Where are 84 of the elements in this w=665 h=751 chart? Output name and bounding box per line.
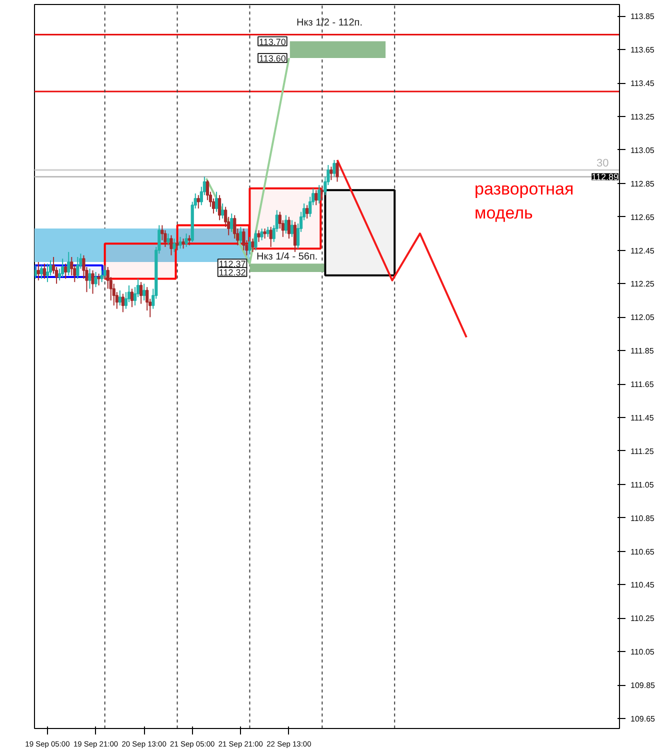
- candlestick: [254, 230, 258, 251]
- candlestick: [40, 264, 43, 280]
- candlestick: [248, 236, 252, 254]
- annotation: 30: [596, 158, 609, 170]
- candlestick: [42, 263, 46, 280]
- y-tick-label: 111.25: [630, 446, 654, 456]
- candlestick: [130, 288, 134, 308]
- candlestick: [172, 238, 176, 252]
- y-tick-label: 111.85: [630, 346, 654, 356]
- candlestick: [188, 234, 191, 246]
- candlestick: [94, 272, 98, 288]
- y-tick-label: 112.85: [630, 179, 655, 188]
- candlestick: [36, 261, 40, 281]
- y-tick-label: 113.05: [630, 146, 655, 155]
- candlestick: [290, 220, 294, 238]
- candlestick: [184, 233, 188, 248]
- candlestick: [221, 202, 224, 220]
- annotation: 113.70: [259, 36, 286, 47]
- candlestick: [332, 160, 336, 178]
- candlestick: [263, 228, 266, 240]
- y-tick-label: 112.05: [630, 313, 655, 322]
- candlestick: [306, 204, 309, 220]
- candlestick: [176, 240, 179, 251]
- candlestick: [118, 290, 122, 306]
- y-tick-label: 110.65: [630, 547, 655, 556]
- annotation: Нкз 1/4 - 56п.: [256, 252, 318, 262]
- candlestick: [166, 233, 170, 246]
- y-tick-label: 113.65: [630, 46, 655, 55]
- y-tick-label: 110.85: [630, 514, 655, 523]
- candlestick: [178, 236, 182, 250]
- ref-line-label: 112.89: [592, 172, 618, 182]
- candlestick: [121, 293, 124, 313]
- y-tick-label: 110.45: [630, 580, 655, 590]
- candlestick: [218, 194, 222, 221]
- candlestick: [269, 226, 272, 248]
- candlestick: [336, 161, 339, 182]
- candlestick: [88, 268, 92, 290]
- candlestick: [140, 282, 143, 304]
- candlestick: [260, 228, 264, 241]
- annotation: 112.32: [218, 268, 246, 278]
- y-tick-label: 110.25: [630, 614, 655, 624]
- candlestick: [67, 251, 70, 276]
- y-tick-label: 112.45: [630, 246, 655, 256]
- y-tick-label: 111.05: [630, 480, 654, 490]
- candlestick: [284, 214, 288, 234]
- y-tick-label: 110.05: [630, 648, 655, 657]
- candlestick: [91, 270, 94, 294]
- candlestick: [257, 230, 260, 242]
- candlestick: [266, 226, 270, 238]
- candlestick: [61, 258, 64, 278]
- y-tick-label: 113.25: [630, 112, 655, 122]
- candlestick: [239, 226, 242, 244]
- annotation: 113.60: [259, 54, 286, 64]
- candlestick: [214, 191, 218, 212]
- candlestick: [46, 263, 50, 283]
- candlestick: [76, 256, 80, 280]
- candlestick: [34, 264, 37, 280]
- candlestick: [142, 283, 146, 301]
- y-tick-label: 113.85: [630, 12, 655, 22]
- y-tick-label: 111.45: [630, 414, 654, 422]
- candlestick: [64, 263, 68, 280]
- candlestick: [103, 264, 106, 280]
- candlestick: [318, 184, 321, 204]
- candlestick: [293, 221, 297, 252]
- annotation: разворотная модель: [474, 180, 574, 222]
- candlestick: [251, 238, 254, 252]
- candlestick: [196, 194, 200, 209]
- candlestick: [330, 166, 333, 181]
- y-tick-label: 111.65: [630, 380, 654, 390]
- candlestick: [170, 234, 173, 256]
- y-tick-label: 112.65: [630, 212, 655, 222]
- candlestick: [100, 270, 104, 283]
- candlestick: [287, 216, 291, 240]
- y-tick-label: 109.85: [630, 681, 656, 690]
- candlestick: [97, 273, 100, 286]
- y-tick-label: 112.25: [630, 280, 655, 289]
- candlestick: [230, 213, 234, 232]
- annotation: 112.37: [218, 259, 246, 270]
- y-tick-label: 109.65: [630, 714, 656, 724]
- candlestick: [314, 190, 318, 206]
- annotation: Нкз 1/2 - 112п.: [296, 18, 362, 28]
- candlestick: [320, 186, 324, 199]
- candlestick: [182, 238, 185, 250]
- y-tick-label: 113.45: [630, 79, 655, 88]
